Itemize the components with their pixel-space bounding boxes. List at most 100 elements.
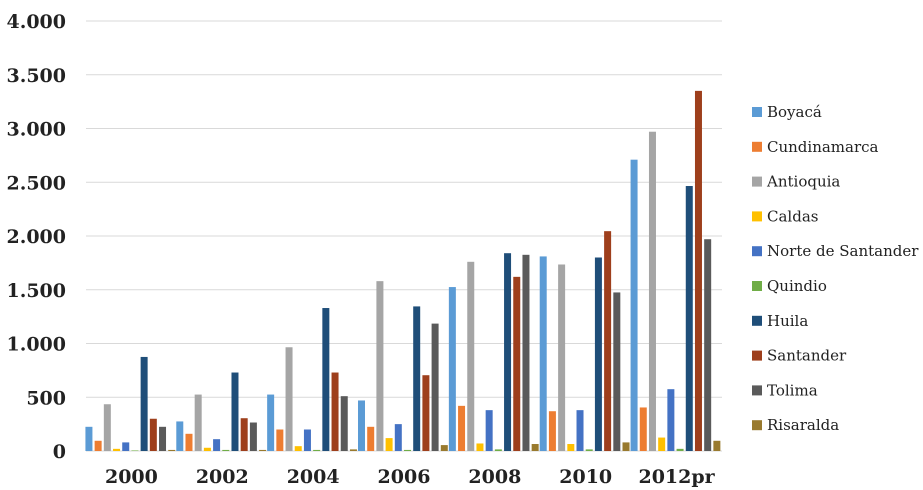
bar (240, 418, 248, 451)
bar (140, 356, 148, 451)
legend-item: Huila (752, 312, 808, 330)
legend-swatch (752, 420, 762, 431)
y-tick-label: 500 (26, 387, 66, 409)
legend-label: Santander (767, 347, 847, 365)
bar (476, 443, 484, 451)
bar (103, 404, 111, 451)
bar (131, 450, 139, 451)
bar (458, 405, 466, 451)
bar (331, 372, 339, 451)
bar (548, 411, 556, 451)
y-axis-tick-labels: 0 500 1.000 1.500 2.000 2.500 3.000 3.500 4.000 (7, 11, 67, 463)
bar (376, 281, 384, 451)
legend: Boyacá Cundinamarca Antioquia Caldas Norte d… (752, 103, 919, 434)
legend-item: Norte de Santander (752, 242, 919, 260)
bar (558, 264, 566, 451)
legend-label: Cundinamarca (767, 138, 879, 156)
bar (704, 239, 712, 451)
bar (648, 131, 656, 451)
bar (194, 394, 202, 451)
y-tick-label: 2.000 (7, 226, 67, 248)
bar (322, 308, 330, 451)
legend-label: Antioquia (766, 173, 840, 191)
bar (604, 231, 612, 451)
legend-swatch (752, 315, 762, 326)
legend-item: Quindio (752, 277, 827, 295)
bar (385, 438, 393, 451)
bar (585, 449, 593, 451)
legend-swatch (752, 385, 762, 396)
legend-item: Boyacá (752, 103, 822, 121)
bar (340, 396, 348, 451)
legend-label: Quindio (767, 277, 827, 295)
legend-item: Tolima (752, 381, 818, 399)
legend-item: Cundinamarca (752, 138, 879, 156)
bar (185, 433, 193, 451)
y-tick-label: 3.000 (7, 119, 67, 141)
bar (676, 448, 684, 451)
bar (513, 276, 521, 451)
legend-swatch (752, 211, 762, 222)
bar (440, 445, 448, 451)
bar (448, 287, 456, 451)
legend-label: Tolima (767, 381, 818, 399)
bar (685, 186, 693, 451)
bar (159, 426, 167, 451)
bar (358, 400, 365, 451)
bar (622, 442, 630, 451)
bar (213, 439, 221, 451)
legend-item: Risaralda (752, 416, 839, 434)
legend-swatch (752, 141, 762, 152)
bars (85, 90, 721, 452)
bar (285, 347, 293, 451)
x-tick-label: 2008 (468, 466, 521, 488)
bar (94, 440, 102, 451)
legend-swatch (752, 107, 762, 117)
bar (539, 256, 547, 451)
bar (404, 449, 411, 451)
bar (413, 306, 421, 451)
y-tick-label: 2.500 (7, 172, 67, 194)
bar (639, 407, 647, 451)
bar (667, 389, 675, 451)
bar (576, 410, 584, 451)
legend-item: Antioquia (752, 173, 840, 191)
bar (222, 449, 230, 451)
legend-label: Huila (767, 312, 808, 330)
bar (85, 426, 93, 451)
legend-label: Norte de Santander (767, 242, 919, 260)
bar (203, 447, 211, 451)
bar (149, 418, 157, 451)
bar (294, 446, 302, 451)
y-tick-label: 1.000 (7, 334, 67, 356)
bar (267, 394, 275, 451)
bar (168, 449, 176, 451)
gridlines (86, 20, 722, 452)
bar (467, 261, 475, 451)
bar (531, 444, 539, 451)
bar (658, 437, 666, 451)
legend-label: Caldas (767, 207, 818, 225)
x-tick-label: 2010 (559, 466, 612, 488)
legend-swatch (752, 350, 762, 361)
bar (394, 424, 402, 451)
legend-swatch (752, 246, 762, 257)
bar (431, 323, 439, 451)
bar (349, 449, 357, 451)
bar (367, 426, 375, 451)
y-tick-label: 0 (53, 441, 66, 463)
x-tick-label: 2006 (378, 466, 431, 488)
bar (303, 429, 311, 451)
bar (504, 253, 512, 451)
bar (485, 410, 493, 451)
y-tick-label: 1.500 (7, 280, 67, 302)
x-tick-label: 2012pr (638, 466, 715, 488)
bar (567, 444, 575, 451)
legend-label: Risaralda (767, 416, 839, 434)
bar (231, 372, 239, 451)
bar (422, 375, 430, 451)
bar (113, 448, 121, 451)
bar (176, 421, 184, 451)
x-tick-label: 2004 (287, 466, 340, 488)
